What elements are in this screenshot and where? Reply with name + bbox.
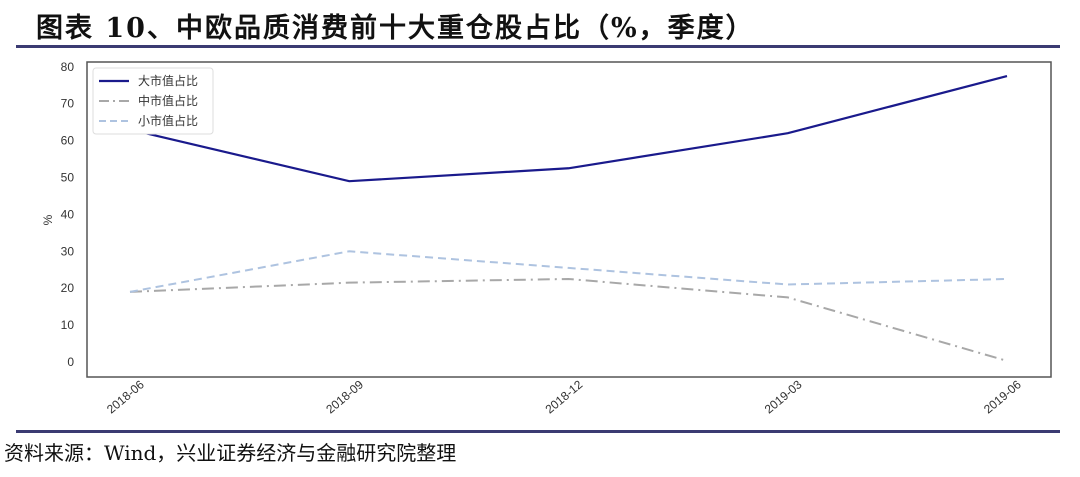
x-tick-label: 2019-03	[762, 377, 805, 416]
y-tick-label: 40	[61, 207, 75, 221]
large-cap-line	[129, 74, 1008, 183]
y-tick-label: 30	[61, 244, 75, 258]
y-axis-label: %	[41, 214, 55, 225]
figure-title: 图表 10、中欧品质消费前十大重仓股占比（%，季度）	[36, 13, 755, 44]
y-tick-label: 80	[61, 60, 75, 74]
y-tick-label: 50	[61, 171, 75, 185]
y-tick-label: 20	[61, 281, 75, 295]
y-tick-label: 0	[67, 355, 74, 369]
legend-item-large-label: 大市值占比	[138, 73, 198, 88]
x-tick-label: 2018-09	[323, 377, 366, 416]
y-tick-label: 10	[61, 318, 75, 332]
source-divider	[16, 430, 1060, 433]
x-tick-label: 2019-06	[981, 377, 1024, 416]
x-axis: 2018-06 2018-09 2018-12 2019-03 2019-06	[104, 377, 1024, 416]
x-tick-label: 2018-12	[543, 377, 586, 416]
line-chart: 0 10 20 30 40 50 60 70 80 % 2018-06 2018-09 2018-1…	[41, 60, 1052, 416]
small-cap-line	[129, 250, 1008, 293]
plot-frame	[86, 61, 1052, 378]
source-note: 资料来源：Wind，兴业证券经济与金融研究院整理	[4, 441, 457, 465]
legend-item-mid-label: 中市值占比	[138, 93, 198, 108]
legend-item-small-label: 小市值占比	[138, 113, 198, 128]
series-lines	[129, 74, 1008, 362]
y-tick-label: 70	[61, 97, 75, 111]
y-axis: 0 10 20 30 40 50 60 70 80	[61, 60, 75, 369]
x-tick-label: 2018-06	[104, 377, 147, 416]
title-divider	[16, 45, 1060, 48]
y-tick-label: 60	[61, 134, 75, 148]
mid-cap-line	[129, 277, 1008, 362]
